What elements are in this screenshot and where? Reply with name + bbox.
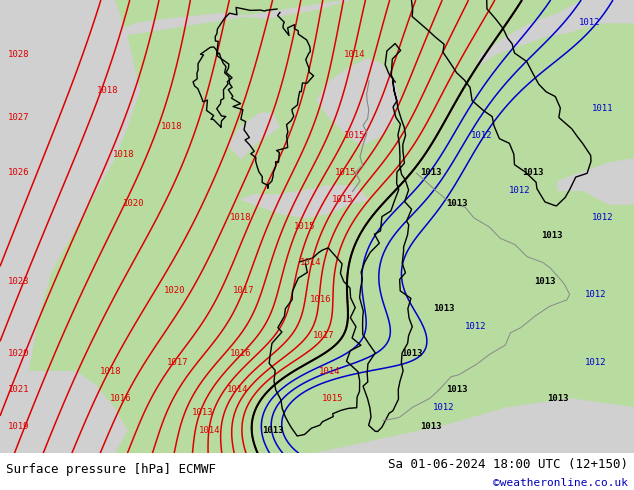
Polygon shape [228,113,279,159]
Text: 1021: 1021 [8,385,30,394]
Text: 1012: 1012 [465,322,486,331]
Text: 1012: 1012 [585,290,607,299]
Text: 1015: 1015 [332,195,353,204]
Text: 1013: 1013 [420,421,442,431]
Polygon shape [241,186,368,218]
Text: 1016: 1016 [110,394,131,403]
Text: 1018: 1018 [97,86,119,95]
Text: 1014: 1014 [319,367,340,376]
Text: 1017: 1017 [313,331,334,340]
Polygon shape [0,371,127,453]
Polygon shape [558,159,634,204]
Text: 1020: 1020 [8,349,30,358]
Text: 1020: 1020 [164,286,185,294]
Text: 1028: 1028 [8,50,30,59]
Text: 1014: 1014 [344,50,366,59]
Text: 1011: 1011 [592,104,613,113]
Text: 1015: 1015 [335,168,356,177]
Text: 1013: 1013 [522,168,543,177]
Text: 1017: 1017 [233,286,255,294]
Text: 1018: 1018 [230,213,252,222]
Text: 1013: 1013 [446,385,467,394]
Text: 1013: 1013 [547,394,569,403]
Text: 1013: 1013 [541,231,562,240]
Text: ©weatheronline.co.uk: ©weatheronline.co.uk [493,478,628,488]
Text: 1014: 1014 [198,426,220,435]
Text: 1018: 1018 [160,122,182,131]
Text: 1018: 1018 [100,367,122,376]
Text: 1015: 1015 [344,131,366,141]
Polygon shape [0,0,349,54]
Text: 1013: 1013 [262,426,283,435]
Text: 1016: 1016 [309,294,331,304]
Text: 1014: 1014 [227,385,249,394]
Text: 1018: 1018 [113,149,134,159]
Text: 1014: 1014 [300,258,321,268]
Text: 1013: 1013 [534,276,556,286]
Text: 1015: 1015 [294,222,315,231]
Text: 1017: 1017 [167,358,188,367]
Text: 1012: 1012 [592,213,613,222]
Text: 1023: 1023 [8,276,30,286]
Text: 1015: 1015 [322,394,344,403]
FancyBboxPatch shape [0,0,634,453]
Text: 1013: 1013 [420,168,442,177]
Polygon shape [476,0,634,68]
Text: Surface pressure [hPa] ECMWF: Surface pressure [hPa] ECMWF [6,463,216,476]
Text: 1012: 1012 [471,131,493,141]
Text: 1013: 1013 [192,408,214,417]
Text: 1013: 1013 [433,304,455,313]
Text: 1012: 1012 [509,186,531,195]
Polygon shape [0,0,139,453]
Text: 1012: 1012 [585,358,607,367]
Polygon shape [317,399,634,453]
Text: 1012: 1012 [433,403,455,413]
Text: 1027: 1027 [8,113,30,122]
Text: Sa 01-06-2024 18:00 UTC (12+150): Sa 01-06-2024 18:00 UTC (12+150) [387,458,628,471]
Text: 1026: 1026 [8,168,30,177]
Polygon shape [317,59,399,145]
Text: 1020: 1020 [122,199,144,208]
Text: 1016: 1016 [230,349,252,358]
Text: 1013: 1013 [446,199,467,208]
Text: 1012: 1012 [579,18,600,27]
Text: 1019: 1019 [8,421,30,431]
Text: 1013: 1013 [401,349,423,358]
